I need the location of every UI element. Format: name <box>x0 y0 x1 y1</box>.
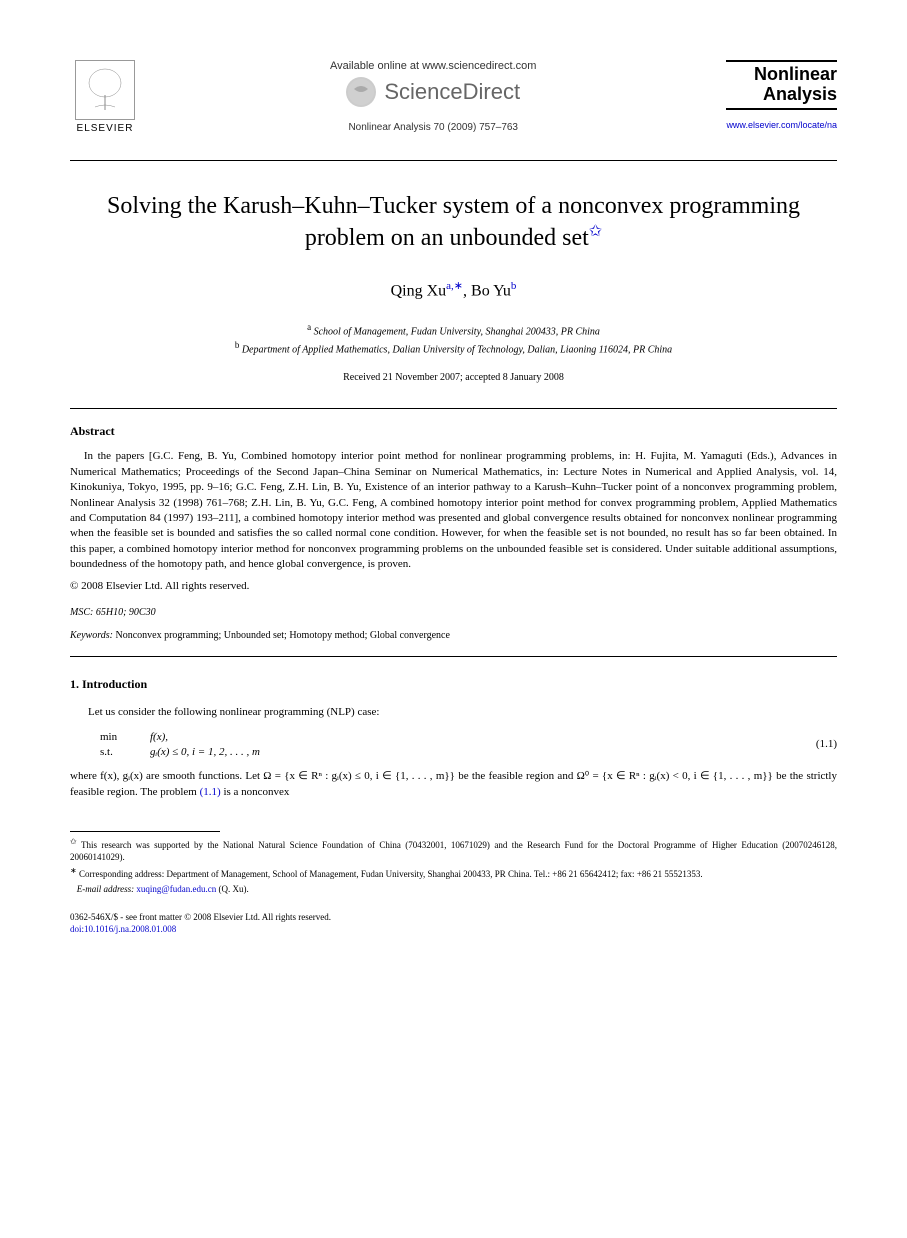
eq-line-min: min f(x), <box>100 731 260 743</box>
keywords-label: Keywords: <box>70 630 113 641</box>
msc-block: MSC: 65H10; 90C30 <box>70 607 837 618</box>
footer-info: 0362-546X/$ - see front matter © 2008 El… <box>70 911 837 936</box>
footnote-email: E-mail address: xuqing@fudan.edu.cn (Q. … <box>70 884 837 896</box>
email-author: (Q. Xu). <box>218 884 248 894</box>
section1-intro: Let us consider the following nonlinear … <box>70 704 837 721</box>
title-text: Solving the Karush–Kuhn–Tucker system of… <box>107 193 800 251</box>
footnote-star-text: This research was supported by the Natio… <box>70 840 837 862</box>
doi-link[interactable]: 10.1016/j.na.2008.01.008 <box>84 924 176 934</box>
keywords-text: Nonconvex programming; Unbounded set; Ho… <box>115 630 449 641</box>
eq-st-label: s.t. <box>100 746 130 758</box>
abstract-text: In the papers [G.C. Feng, B. Yu, Combine… <box>70 449 837 572</box>
journal-url-link[interactable]: www.elsevier.com/locate/na <box>726 120 837 130</box>
sciencedirect-text: ScienceDirect <box>384 79 520 105</box>
journal-title-line2: Analysis <box>726 85 837 105</box>
author1-name: Qing Xu <box>391 283 447 300</box>
doi-line: doi:10.1016/j.na.2008.01.008 <box>70 923 837 936</box>
footnote-divider <box>70 831 220 832</box>
title-footnote-star: ✩ <box>589 223 602 240</box>
footnote-star-marker: ✩ <box>70 837 77 846</box>
equation-1-1: min f(x), s.t. gᵢ(x) ≤ 0, i = 1, 2, . . … <box>100 731 837 758</box>
eq-line-st: s.t. gᵢ(x) ≤ 0, i = 1, 2, . . . , m <box>100 746 260 758</box>
email-label: E-mail address: <box>77 884 134 894</box>
equation-content: min f(x), s.t. gᵢ(x) ≤ 0, i = 1, 2, . . … <box>100 731 260 758</box>
header-divider <box>70 160 837 161</box>
journal-box: Nonlinear Analysis www.elsevier.com/loca… <box>726 60 837 133</box>
header-row: ELSEVIER Available online at www.science… <box>70 60 837 145</box>
journal-title-box: Nonlinear Analysis <box>726 60 837 110</box>
dates-text: Received 21 November 2007; accepted 8 Ja… <box>70 372 837 383</box>
issn-text: 0362-546X/$ - see front matter © 2008 El… <box>70 911 837 924</box>
footnote-corr-marker: ∗ <box>70 866 77 875</box>
affil-b-text: Department of Applied Mathematics, Dalia… <box>242 344 672 355</box>
elsevier-logo: ELSEVIER <box>70 60 140 145</box>
affiliation-a: a School of Management, Fudan University… <box>70 321 837 339</box>
journal-reference: Nonlinear Analysis 70 (2009) 757–763 <box>160 122 706 133</box>
author2-sup: b <box>511 280 517 292</box>
available-online-text: Available online at www.sciencedirect.co… <box>160 60 706 72</box>
copyright-text: © 2008 Elsevier Ltd. All rights reserved… <box>70 580 837 592</box>
author1-sup: a,∗ <box>446 280 463 292</box>
section1-heading: 1. Introduction <box>70 677 837 692</box>
abstract-heading: Abstract <box>70 424 837 439</box>
eq-g: gᵢ(x) ≤ 0, i = 1, 2, . . . , m <box>150 746 260 758</box>
abstract-bottom-divider <box>70 656 837 657</box>
affiliation-b: b Department of Applied Mathematics, Dal… <box>70 339 837 357</box>
sciencedirect-logo: ScienceDirect <box>160 77 706 107</box>
msc-codes: 65H10; 90C30 <box>96 607 156 618</box>
footnote-corr-text: Corresponding address: Department of Man… <box>79 869 703 879</box>
elsevier-text: ELSEVIER <box>77 123 134 134</box>
sciencedirect-icon <box>346 77 376 107</box>
center-header: Available online at www.sciencedirect.co… <box>140 60 726 133</box>
author2-name: Bo Yu <box>471 283 511 300</box>
affil-a-text: School of Management, Fudan University, … <box>314 326 600 337</box>
eq-f: f(x), <box>150 731 168 743</box>
journal-title-line1: Nonlinear <box>726 65 837 85</box>
affil-a-sup: a <box>307 322 311 332</box>
authors-block: Qing Xua,∗, Bo Yub <box>70 279 837 300</box>
affiliations-block: a School of Management, Fudan University… <box>70 321 837 358</box>
footnote-star: ✩ This research was supported by the Nat… <box>70 837 837 863</box>
msc-label: MSC: <box>70 607 93 618</box>
abstract-body: In the papers [G.C. Feng, B. Yu, Combine… <box>70 450 837 570</box>
affil-b-sup: b <box>235 340 240 350</box>
section1-body-after: where f(x), gᵢ(x) are smooth functions. … <box>70 768 837 801</box>
keywords-block: Keywords: Nonconvex programming; Unbound… <box>70 630 837 641</box>
email-link[interactable]: xuqing@fudan.edu.cn <box>136 884 216 894</box>
eq-number: (1.1) <box>816 738 837 750</box>
eq-ref-link[interactable]: (1.1) <box>200 786 221 798</box>
elsevier-tree-icon <box>75 60 135 120</box>
doi-label: doi: <box>70 924 84 934</box>
body-after-text2: is a nonconvex <box>221 786 290 798</box>
body-after-text: where f(x), gᵢ(x) are smooth functions. … <box>70 770 837 799</box>
abstract-top-divider <box>70 408 837 409</box>
article-title: Solving the Karush–Kuhn–Tucker system of… <box>70 191 837 254</box>
footnote-corresponding: ∗ Corresponding address: Department of M… <box>70 866 837 881</box>
eq-min-label: min <box>100 731 130 743</box>
